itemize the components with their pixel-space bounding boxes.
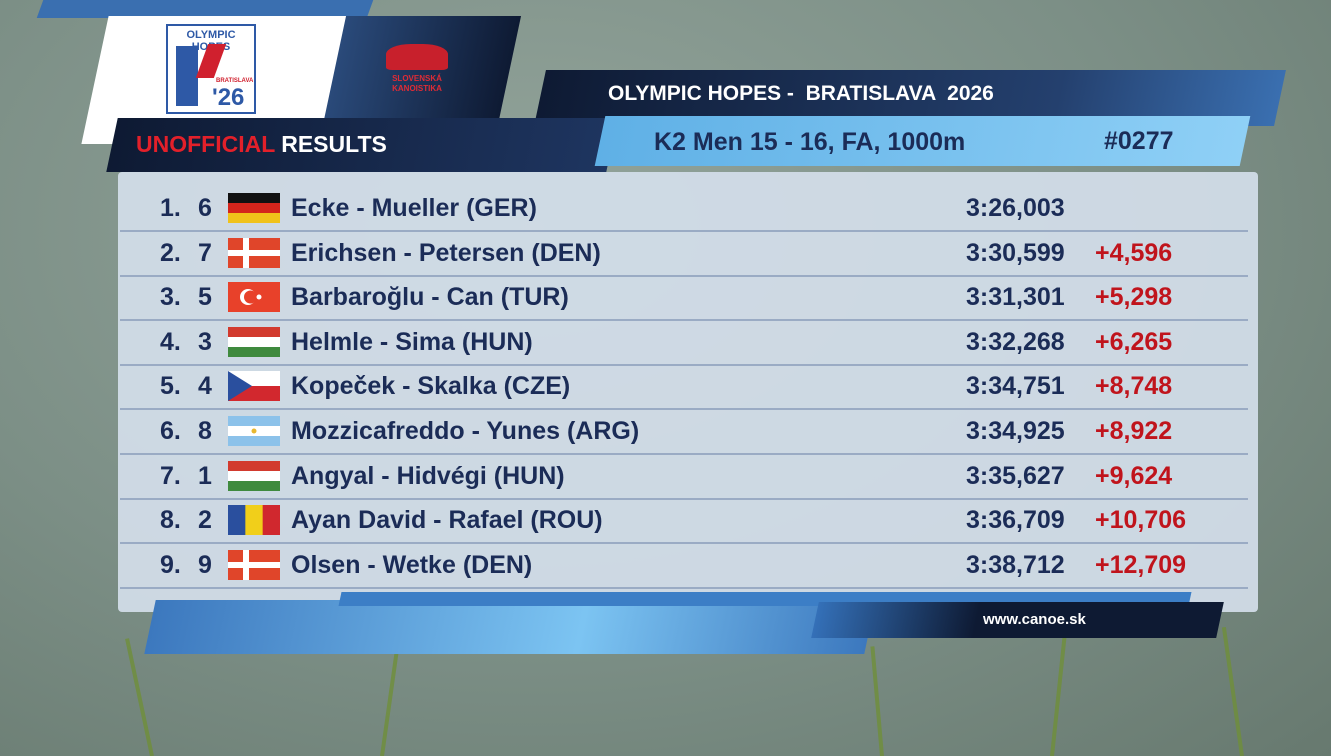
flag [228, 460, 280, 498]
rank: 7. [160, 461, 181, 490]
time: 3:30,599 [966, 238, 1065, 267]
grass [125, 638, 154, 756]
lane: 3 [198, 327, 212, 356]
federation-text: KANOISTIKA [392, 84, 442, 93]
crew: Olsen - Wetke (DEN) [291, 550, 533, 579]
crew: Barbaroğlu - Can (TUR) [291, 283, 569, 312]
time: 3:32,268 [966, 327, 1065, 356]
logo-shape [176, 46, 198, 106]
rank: 3. [160, 283, 181, 312]
flag-icon [228, 237, 280, 268]
crew: Erichsen - Petersen (DEN) [291, 238, 601, 267]
lane: 7 [198, 238, 212, 267]
results-heading: UNOFFICIAL RESULTS [136, 131, 387, 158]
time: 3:26,003 [966, 194, 1065, 222]
rank: 6. [160, 417, 181, 445]
lane: 9 [198, 550, 212, 579]
result-row: 9. 9 Olsen - Wetke (DEN) 3:38,712 +12,709 [120, 543, 1248, 589]
flag-icon [228, 326, 280, 358]
result-row: 4. 3 Helmle - Sima (HUN) 3:32,268 +6,265 [120, 320, 1248, 366]
result-row: 2. 7 Erichsen - Petersen (DEN) 3:30,599 +4,5… [120, 231, 1248, 277]
grass [1221, 626, 1244, 756]
result-row: 8. 2 Ayan David - Rafael (ROU) 3:36,709 +10,… [120, 498, 1248, 545]
event-title: OLYMPIC HOPES - BRATISLAVA 2026 [608, 82, 994, 105]
flag [228, 505, 281, 542]
crew: Angyal - Hidvégi (HUN) [291, 461, 565, 490]
lane: 5 [198, 283, 212, 312]
time: 3:36,709 [966, 506, 1065, 535]
lane: 1 [198, 461, 212, 490]
rank: 4. [160, 327, 181, 356]
flag-icon [228, 549, 280, 580]
flag [228, 549, 280, 587]
flag [228, 193, 280, 230]
flag-icon [228, 416, 280, 447]
gap: +10,706 [1095, 506, 1187, 535]
time: 3:31,301 [966, 283, 1065, 312]
federation-logo: SLOVENSKÁ KANOISTIKA [380, 74, 454, 94]
flag-icon [228, 505, 281, 536]
gap: +5,298 [1095, 283, 1173, 312]
footer-bar [144, 600, 876, 654]
flag-icon [228, 371, 280, 402]
rank: 5. [160, 372, 181, 401]
race-number: #0277 [1104, 127, 1174, 155]
result-row: 1. 6 Ecke - Mueller (GER) 3:26,003 [120, 186, 1248, 232]
gap: +12,709 [1095, 550, 1187, 579]
time: 3:34,751 [966, 372, 1065, 401]
time: 3:35,627 [966, 461, 1065, 490]
rank: 2. [160, 238, 181, 267]
lane: 6 [198, 194, 212, 222]
race-name: K2 Men 15 - 16, FA, 1000m [654, 128, 966, 156]
lane: 8 [198, 417, 212, 445]
lane: 4 [198, 372, 212, 401]
status: UNOFFICIAL [136, 131, 275, 157]
rank: 1. [160, 194, 181, 222]
event-logo: OLYMPIC HOPES BRATISLAVA '26 [166, 24, 256, 114]
flag [228, 416, 280, 453]
results-label: RESULTS [281, 131, 387, 157]
result-row: 6. 8 Mozzicafreddo - Yunes (ARG) 3:34,925 +8… [120, 409, 1248, 455]
time: 3:34,925 [966, 417, 1065, 445]
time: 3:38,712 [966, 550, 1065, 579]
gap: +8,922 [1095, 417, 1173, 445]
crew: Kopeček - Skalka (CZE) [291, 372, 571, 401]
gap: +6,265 [1095, 327, 1173, 356]
grass [870, 646, 884, 756]
result-row: 5. 4 Kopeček - Skalka (CZE) 3:34,751 +8,748 [120, 364, 1248, 411]
flag [228, 237, 280, 275]
gap: +4,596 [1095, 238, 1173, 267]
url: www.canoe.sk [983, 611, 1086, 628]
flag [228, 371, 280, 408]
lane: 2 [198, 506, 212, 535]
crew: Ecke - Mueller (GER) [291, 194, 537, 222]
federation-text: SLOVENSKÁ [392, 74, 442, 83]
flag-icon [228, 282, 280, 313]
result-row: 7. 1 Angyal - Hidvégi (HUN) 3:35,627 +9,624 [120, 454, 1248, 500]
logo-city: BRATISLAVA [216, 78, 254, 84]
flag [228, 326, 280, 364]
flag-icon [228, 460, 280, 492]
flag [228, 282, 280, 319]
flag-icon [228, 193, 280, 224]
crew: Ayan David - Rafael (ROU) [291, 506, 603, 535]
federation-emblem [386, 44, 448, 70]
crew: Mozzicafreddo - Yunes (ARG) [291, 417, 640, 445]
gap: +9,624 [1095, 461, 1173, 490]
logo-year: '26 [212, 84, 245, 111]
crew: Helmle - Sima (HUN) [291, 327, 533, 356]
rank: 8. [160, 506, 181, 535]
rank: 9. [160, 550, 181, 579]
gap: +8,748 [1095, 372, 1173, 401]
result-row: 3. 5 Barbaroğlu - Can (TUR) 3:31,301 +5,298 [120, 275, 1248, 322]
results-panel [118, 172, 1258, 612]
